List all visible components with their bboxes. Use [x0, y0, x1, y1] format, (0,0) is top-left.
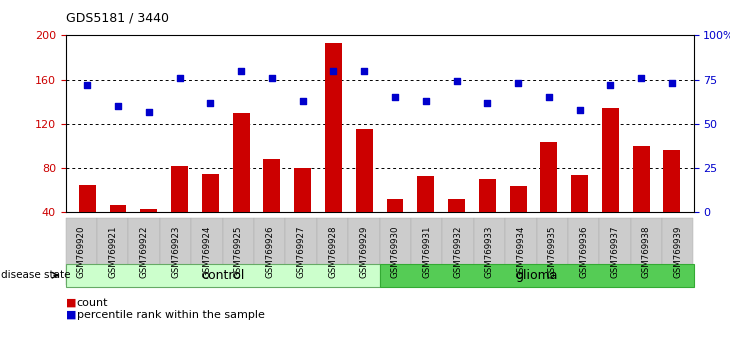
Text: GSM769935: GSM769935: [548, 225, 557, 278]
Point: [174, 75, 185, 81]
Text: GSM769922: GSM769922: [139, 225, 149, 278]
Point: [604, 82, 616, 88]
Text: glioma: glioma: [515, 269, 558, 282]
Bar: [479, 179, 496, 212]
Point: [112, 103, 124, 109]
Text: GSM769920: GSM769920: [77, 225, 86, 278]
Text: GSM769928: GSM769928: [328, 225, 337, 278]
Bar: [294, 168, 311, 212]
Text: ■: ■: [66, 310, 76, 320]
Text: GSM769923: GSM769923: [171, 225, 180, 278]
Text: GSM769936: GSM769936: [579, 225, 588, 278]
Bar: [110, 205, 126, 212]
Text: GSM769930: GSM769930: [391, 225, 400, 278]
Text: GSM769933: GSM769933: [485, 225, 494, 278]
Bar: [264, 159, 280, 212]
Text: control: control: [201, 269, 245, 282]
Text: GSM769934: GSM769934: [516, 225, 526, 278]
Bar: [202, 174, 219, 212]
Point: [204, 100, 216, 105]
Point: [482, 100, 493, 105]
Point: [328, 68, 339, 74]
Text: ■: ■: [66, 298, 76, 308]
Text: count: count: [77, 298, 108, 308]
Text: disease state: disease state: [1, 270, 70, 280]
Point: [143, 109, 155, 114]
Point: [420, 98, 431, 104]
Text: percentile rank within the sample: percentile rank within the sample: [77, 310, 264, 320]
Bar: [510, 186, 526, 212]
Point: [389, 95, 401, 100]
Point: [82, 82, 93, 88]
Point: [358, 68, 370, 74]
Text: GSM769921: GSM769921: [108, 225, 118, 278]
Point: [512, 80, 524, 86]
Bar: [664, 150, 680, 212]
Point: [235, 68, 247, 74]
Text: GSM769929: GSM769929: [359, 225, 369, 278]
Text: GSM769924: GSM769924: [202, 225, 212, 278]
Point: [666, 80, 677, 86]
Text: GSM769927: GSM769927: [296, 225, 306, 278]
Bar: [571, 175, 588, 212]
Bar: [448, 199, 465, 212]
Bar: [633, 146, 650, 212]
Point: [297, 98, 309, 104]
Bar: [418, 176, 434, 212]
Point: [543, 95, 555, 100]
Text: GDS5181 / 3440: GDS5181 / 3440: [66, 12, 169, 25]
Bar: [233, 113, 250, 212]
Bar: [356, 130, 373, 212]
Text: GSM769925: GSM769925: [234, 225, 243, 278]
Bar: [79, 185, 96, 212]
Point: [266, 75, 277, 81]
Text: GSM769931: GSM769931: [422, 225, 431, 278]
Bar: [140, 209, 157, 212]
Text: GSM769939: GSM769939: [673, 225, 683, 278]
Bar: [325, 43, 342, 212]
Text: GSM769938: GSM769938: [642, 225, 651, 278]
Bar: [540, 142, 557, 212]
Bar: [386, 199, 404, 212]
Point: [450, 79, 462, 84]
Text: GSM769932: GSM769932: [453, 225, 463, 278]
Point: [635, 75, 647, 81]
Bar: [171, 166, 188, 212]
Text: GSM769926: GSM769926: [265, 225, 274, 278]
Point: [574, 107, 585, 113]
Bar: [602, 108, 619, 212]
Text: GSM769937: GSM769937: [610, 225, 620, 278]
